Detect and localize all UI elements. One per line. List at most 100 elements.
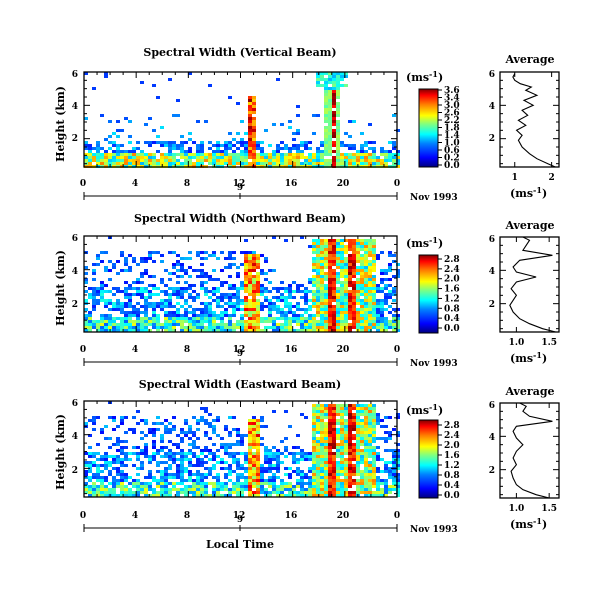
heatmap-cell: [316, 431, 320, 434]
heatmap-cell: [336, 293, 340, 296]
heatmap-cell: [392, 287, 396, 290]
heatmap-cell: [120, 482, 124, 485]
heatmap-cell: [184, 452, 188, 455]
heatmap-cell: [256, 443, 260, 446]
heatmap-cell: [164, 482, 168, 485]
heatmap-cell: [348, 452, 352, 455]
heatmap-cell: [156, 479, 160, 482]
heatmap-cell: [248, 293, 252, 296]
heatmap-cell: [260, 470, 264, 473]
heatmap-cell: [348, 476, 352, 479]
heatmap-cell: [324, 102, 328, 105]
heatmap-cell: [92, 302, 96, 305]
colorbar-tick-label: 0.0: [444, 324, 460, 334]
heatmap-cell: [328, 281, 332, 284]
heatmap-cell: [272, 287, 276, 290]
heatmap-cell: [224, 308, 228, 311]
heatmap-cell: [132, 314, 136, 317]
heatmap-cell: [248, 431, 252, 434]
y-tick-label: 4: [72, 102, 78, 112]
heatmap-cell: [112, 144, 116, 147]
heatmap-cell: [328, 278, 332, 281]
heatmap-cell: [156, 326, 160, 329]
heatmap-cell: [356, 443, 360, 446]
heatmap-cell: [188, 488, 192, 491]
heatmap-cell: [324, 296, 328, 299]
heatmap-cell: [280, 299, 284, 302]
heatmap-cell: [336, 111, 340, 114]
heatmap-cell: [244, 156, 248, 159]
heatmap-cell: [320, 275, 324, 278]
heatmap-cell: [144, 287, 148, 290]
heatmap-cell: [340, 494, 344, 497]
heatmap-cell: [264, 482, 268, 485]
heatmap-cell: [172, 266, 176, 269]
heatmap-cell: [116, 455, 120, 458]
heatmap-cell: [380, 419, 384, 422]
heatmap-cell: [292, 461, 296, 464]
heatmap-cell: [124, 452, 128, 455]
heatmap-cell: [340, 314, 344, 317]
heatmap-cell: [332, 284, 336, 287]
heatmap-cell: [132, 494, 136, 497]
heatmap-cell: [308, 494, 312, 497]
heatmap-cell: [276, 311, 280, 314]
heatmap-cell: [252, 323, 256, 326]
heatmap-cell: [288, 473, 292, 476]
heatmap-cell: [360, 482, 364, 485]
heatmap-cell: [168, 293, 172, 296]
heatmap-cell: [340, 162, 344, 165]
heatmap-cell: [112, 494, 116, 497]
heatmap-cell: [104, 290, 108, 293]
heatmap-cell: [276, 485, 280, 488]
heatmap-cell: [188, 431, 192, 434]
x-tick-label: 16: [285, 179, 298, 189]
heatmap-cell: [244, 296, 248, 299]
heatmap-cell: [316, 443, 320, 446]
heatmap-cell: [332, 114, 336, 117]
heatmap-cell: [352, 281, 356, 284]
heatmap-cell: [336, 491, 340, 494]
heatmap-cell: [136, 326, 140, 329]
heatmap-cell: [236, 290, 240, 293]
profile-title: Average: [504, 385, 554, 398]
heatmap-cell: [116, 458, 120, 461]
heatmap-cell: [108, 437, 112, 440]
heatmap-cell: [104, 138, 108, 141]
heatmap-cell: [112, 159, 116, 162]
heatmap-cell: [172, 290, 176, 293]
heatmap-cell: [188, 251, 192, 254]
heatmap-cell: [176, 281, 180, 284]
heatmap-cell: [364, 248, 368, 251]
heatmap-cell: [228, 284, 232, 287]
heatmap-cell: [144, 308, 148, 311]
heatmap-cell: [208, 141, 212, 144]
heatmap-cell: [120, 416, 124, 419]
heatmap-cell: [196, 147, 200, 150]
heatmap-cell: [252, 428, 256, 431]
heatmap-cell: [332, 422, 336, 425]
heatmap-cell: [164, 431, 168, 434]
heatmap-cell: [348, 458, 352, 461]
heatmap-area: [84, 236, 400, 332]
heatmap-cell: [160, 491, 164, 494]
heatmap-cell: [168, 326, 172, 329]
heatmap-cell: [388, 491, 392, 494]
heatmap-cell: [212, 314, 216, 317]
heatmap-cell: [160, 156, 164, 159]
heatmap-cell: [352, 479, 356, 482]
heatmap-cell: [244, 434, 248, 437]
heatmap-cell: [168, 144, 172, 147]
heatmap-cell: [216, 317, 220, 320]
heatmap-cell: [236, 494, 240, 497]
heatmap-cell: [224, 266, 228, 269]
heatmap-cell: [224, 302, 228, 305]
heatmap-cell: [340, 263, 344, 266]
heatmap-cell: [344, 308, 348, 311]
heatmap-cell: [96, 458, 100, 461]
heatmap-cell: [320, 311, 324, 314]
heatmap-cell: [324, 287, 328, 290]
heatmap-cell: [104, 302, 108, 305]
heatmap-cell: [368, 260, 372, 263]
heatmap-cell: [368, 284, 372, 287]
